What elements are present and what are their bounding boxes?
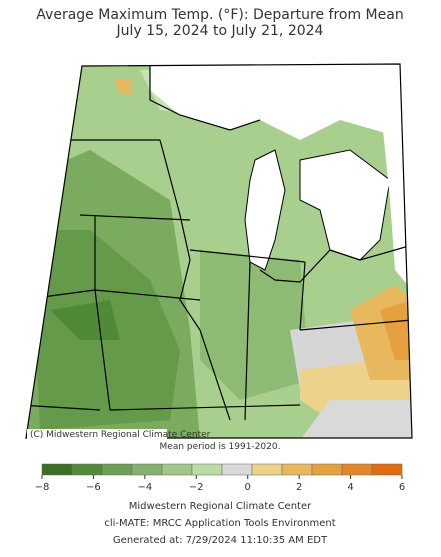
colorbar: −8 −6 −4 −2 0 2 4 6 xyxy=(35,463,405,493)
color-box xyxy=(311,463,343,476)
color-box xyxy=(341,463,373,476)
color-box xyxy=(281,463,313,476)
tick-label: 0 xyxy=(245,482,251,493)
footer-line: Generated at: 7/29/2024 11:10:35 AM EDT xyxy=(113,535,328,546)
copyright: (C) Midwestern Regional Climate Center xyxy=(30,430,211,440)
tick-label: −8 xyxy=(35,482,50,493)
footer-line: cli-MATE: MRCC Application Tools Environ… xyxy=(104,518,335,529)
color-box xyxy=(371,463,403,476)
map-frame xyxy=(25,63,413,439)
tick-label: 2 xyxy=(296,482,302,493)
tick-label: −6 xyxy=(86,482,101,493)
mean-period-note: Mean period is 1991-2020. xyxy=(160,442,281,452)
color-box xyxy=(41,463,73,476)
tick-label: −2 xyxy=(189,482,204,493)
tick-label: 4 xyxy=(347,482,353,493)
color-box xyxy=(161,463,193,476)
title: Average Maximum Temp. (°F): Departure fr… xyxy=(36,7,403,23)
color-box xyxy=(251,463,283,476)
color-box xyxy=(221,463,253,476)
color-box xyxy=(131,463,163,476)
color-box xyxy=(101,463,133,476)
map xyxy=(26,64,412,438)
footer-line: Midwestern Regional Climate Center xyxy=(129,501,312,512)
color-box xyxy=(191,463,223,476)
subtitle: July 15, 2024 to July 21, 2024 xyxy=(116,23,324,39)
color-box xyxy=(71,463,103,476)
tick-label: −4 xyxy=(137,482,152,493)
tick-label: 6 xyxy=(399,482,405,493)
